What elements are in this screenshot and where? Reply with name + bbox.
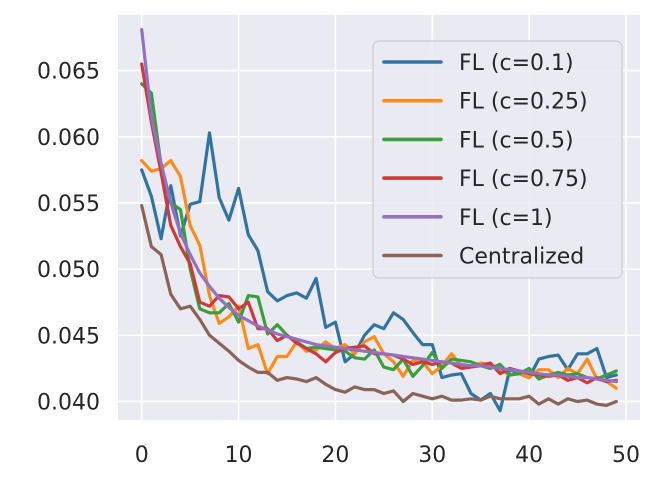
x-tick-label: 30: [418, 443, 446, 468]
x-axis: 0 10 20 30 40 50: [135, 443, 640, 468]
legend-label-0: FL (c=0.1): [459, 51, 574, 76]
y-tick-label: 0.065: [37, 60, 100, 85]
legend-label-2: FL (c=0.5): [459, 128, 574, 153]
x-tick-label: 10: [225, 443, 253, 468]
legend-label-3: FL (c=0.75): [459, 167, 588, 192]
y-tick-label: 0.040: [37, 390, 100, 415]
legend-label-5: Centralized: [459, 245, 584, 270]
y-tick-label: 0.050: [37, 258, 100, 283]
series-line-1: [140, 159, 618, 390]
y-axis: 0.040 0.045 0.050 0.055 0.060 0.065: [37, 60, 100, 416]
legend-label-1: FL (c=0.25): [459, 90, 588, 115]
y-tick-label: 0.045: [37, 324, 100, 349]
series-lines: [140, 28, 618, 413]
x-tick-label: 50: [612, 443, 640, 468]
y-tick-label: 0.060: [37, 126, 100, 151]
x-tick-label: 0: [135, 443, 149, 468]
x-tick-label: 40: [515, 443, 543, 468]
series-line-2: [140, 82, 618, 381]
series-line-5: [140, 204, 618, 407]
series-line-0: [140, 131, 618, 413]
legend: FL (c=0.1) FL (c=0.25) FL (c=0.5) FL (c=0.7…: [372, 40, 623, 279]
legend-box: [372, 40, 623, 279]
x-tick-label: 20: [321, 443, 349, 468]
series-line-4: [140, 28, 618, 384]
y-tick-label: 0.055: [37, 192, 100, 217]
legend-label-4: FL (c=1): [459, 206, 553, 231]
